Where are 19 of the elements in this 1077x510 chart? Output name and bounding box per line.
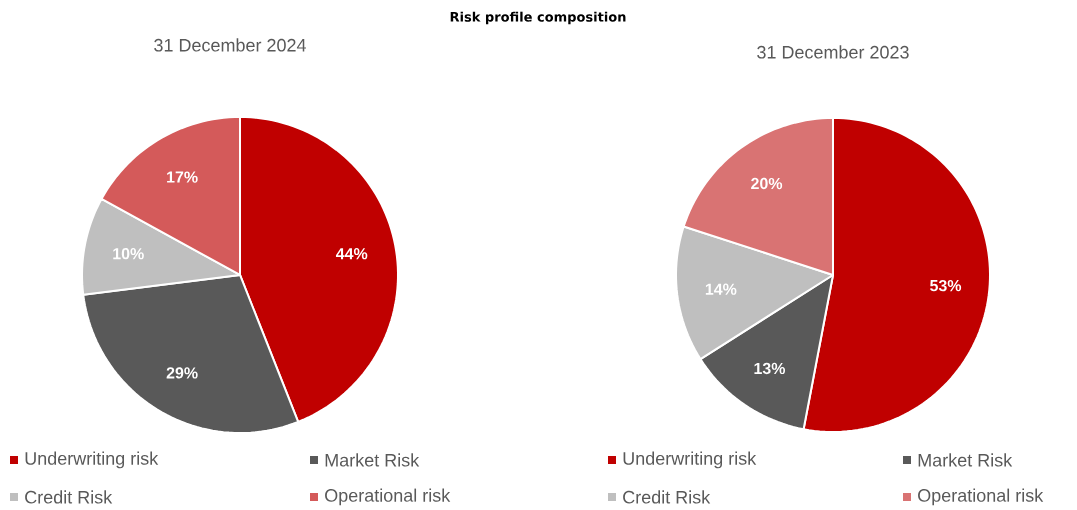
legend-label: Operational risk <box>325 488 451 506</box>
data-label: 53% <box>930 279 962 292</box>
text: Risk profile composition <box>450 11 626 25</box>
legend-label: Market Risk <box>325 453 420 467</box>
chart-subtitle: 31 December 2024 <box>154 38 306 52</box>
data-label: 17% <box>167 171 198 183</box>
legend-label: Credit Risk <box>25 490 113 504</box>
data-label: 29% <box>166 367 198 379</box>
data-label: 10% <box>113 248 144 260</box>
legend-label: Market Risk <box>918 453 1013 467</box>
legend-label: Underwriting risk <box>623 451 757 469</box>
legend-label: Underwriting risk <box>25 451 159 469</box>
data-label: 44% <box>335 248 368 260</box>
data-label: 20% <box>751 177 783 190</box>
chart-subtitle: 31 December 2023 <box>757 45 909 59</box>
data-label: 13% <box>754 362 786 375</box>
legend-label: Credit Risk <box>623 490 711 504</box>
data-label: 14% <box>705 283 737 295</box>
legend-label: Operational risk <box>918 488 1044 506</box>
